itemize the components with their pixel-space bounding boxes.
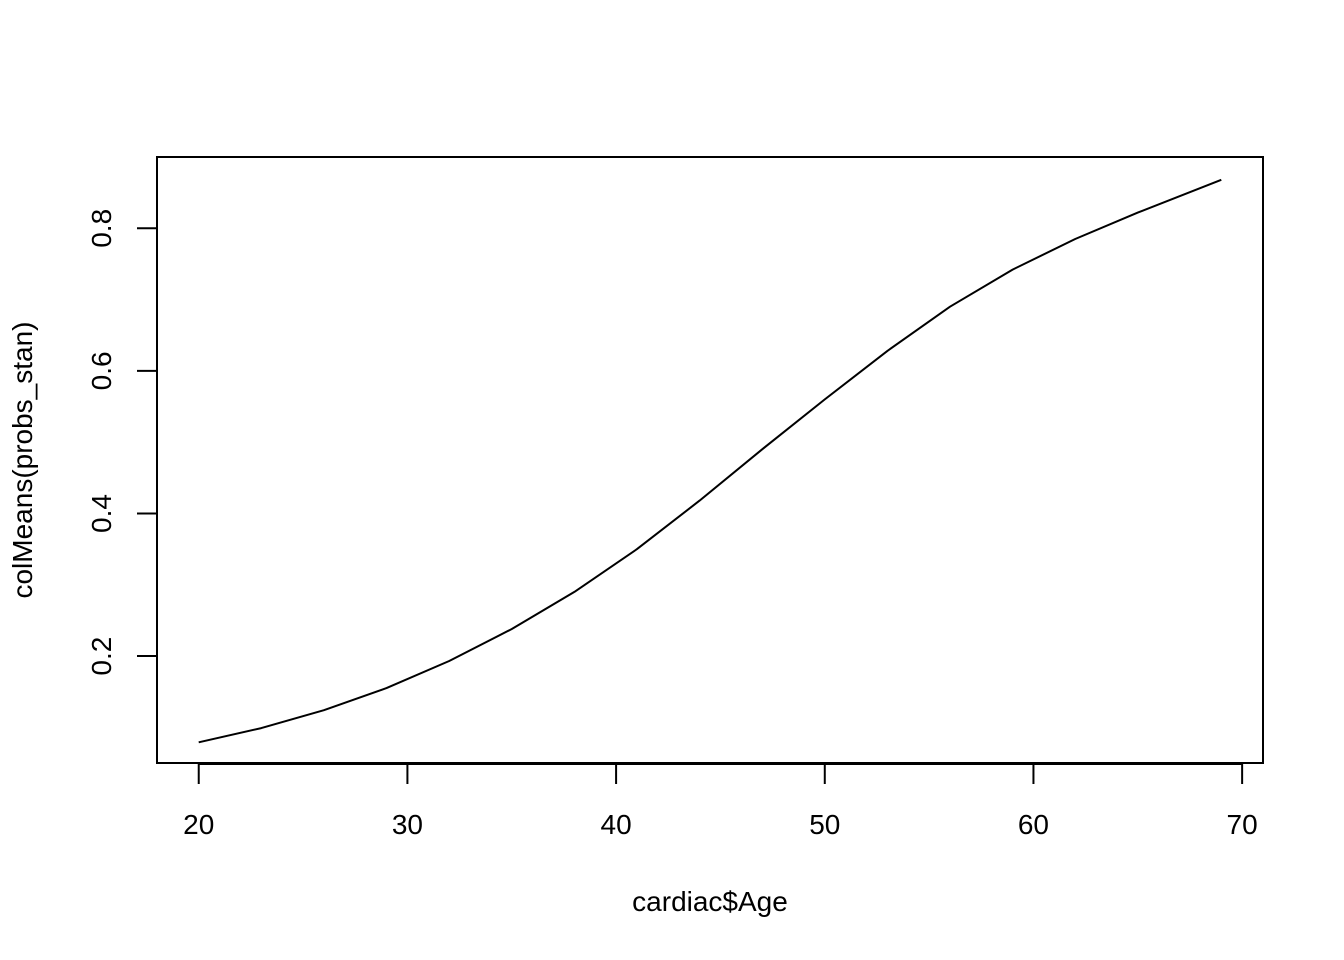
x-tick-label: 70 [1227,809,1258,840]
y-axis: 0.2 0.4 0.6 0.8 [86,209,158,676]
x-tick-label: 50 [809,809,840,840]
x-axis-title: cardiac$Age [632,886,788,917]
y-tick-label: 0.6 [86,351,117,390]
y-tick-label: 0.8 [86,209,117,248]
x-axis: 20 30 40 50 60 70 [183,763,1258,840]
x-tick-label: 40 [601,809,632,840]
x-tick-label: 30 [392,809,423,840]
y-axis-title: colMeans(probs_stan) [7,321,38,598]
series-line [198,178,1222,744]
x-tick-label: 20 [183,809,214,840]
x-tick-label: 60 [1018,809,1049,840]
y-tick-label: 0.4 [86,494,117,533]
plot-frame [156,156,1264,764]
y-tick-label: 0.2 [86,637,117,676]
